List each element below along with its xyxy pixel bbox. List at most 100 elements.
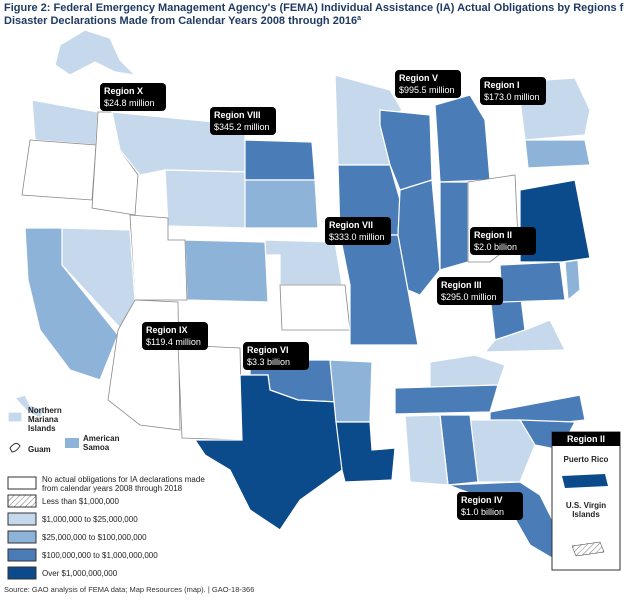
region-box: [470, 227, 536, 255]
legend-line: from calendar years 2008 through 2018: [42, 484, 183, 493]
region-name: Region IV: [461, 495, 503, 505]
region-box: [457, 492, 523, 520]
region-box: [480, 77, 546, 105]
region-name: Region II: [474, 230, 512, 240]
legend-swatch: [7, 548, 37, 562]
state: [434, 94, 491, 183]
state: [439, 181, 469, 271]
inset-title: Region II: [567, 434, 605, 444]
region-amount: $119.4 million: [146, 337, 201, 347]
inset-header: [552, 432, 620, 446]
legend-swatch: [7, 566, 37, 580]
state: [483, 319, 566, 353]
territory-label: Northern Mariana Islands: [28, 406, 62, 433]
territory-line: Mariana: [28, 415, 59, 424]
region-labels: Region X $24.8 million Region VIII $345.2 m…: [100, 70, 546, 520]
legend-swatch: [7, 530, 37, 544]
territory-box: [7, 411, 23, 423]
state: [469, 419, 536, 483]
title-line: Figure 2: Federal Emergency Management A…: [4, 2, 624, 14]
region-amount: $2.0 billion: [474, 242, 517, 252]
state: [335, 421, 396, 483]
state: [31, 99, 99, 146]
title-line: Disaster Declarations Made from Calendar…: [4, 15, 361, 27]
state: [329, 359, 373, 423]
region-name: Region III: [441, 280, 482, 290]
region-name: Region VIII: [214, 110, 261, 120]
region-amount: $24.8 million: [104, 98, 155, 108]
legend-label: Over $1,000,000,000: [42, 569, 118, 578]
legend-label: Less than $1,000,000: [42, 497, 120, 506]
territory-name: Northern Mariana Islands: [28, 406, 62, 433]
title-note: a: [357, 15, 361, 22]
state: [564, 259, 581, 302]
title-text: Disaster Declarations Made from Calendar…: [4, 15, 357, 27]
legend-label: $1,000,000 to $25,000,000: [42, 515, 138, 524]
territory-label: Guam: [28, 445, 51, 454]
state: [499, 261, 566, 303]
territory-line: Northern: [28, 406, 62, 415]
state: [129, 214, 188, 301]
region-box: [395, 70, 461, 98]
source: Source: GAO analysis of FEMA data; Map R…: [4, 585, 254, 594]
state: [397, 179, 441, 296]
legend-label: $100,000,000 to $1,000,000,000: [42, 551, 158, 560]
region-name: Region V: [399, 73, 438, 83]
legend-swatch: [7, 494, 37, 508]
state: [164, 169, 246, 229]
puerto-rico-shape: [562, 474, 608, 488]
region-amount: $173.0 million: [484, 92, 540, 102]
region-amount: $345.2 million: [214, 122, 270, 132]
state: [524, 139, 591, 169]
legend-label: No actual obligations for IA declaration…: [42, 475, 205, 493]
region-name: Region VI: [247, 345, 289, 355]
region-name: Region I: [484, 80, 520, 90]
us-map: [13, 29, 591, 559]
region-box: [325, 217, 391, 245]
region-amount: $3.3 billion: [247, 357, 290, 367]
state: [177, 344, 243, 441]
legend-line: No actual obligations for IA declaration…: [42, 475, 205, 484]
inset-line: Islands: [572, 510, 600, 519]
state: [21, 139, 97, 201]
state: [264, 239, 343, 286]
state: [184, 239, 269, 303]
legend-swatch: [7, 512, 37, 526]
territory-label: American Samoa: [83, 434, 120, 452]
virgin-islands-shape: [571, 541, 605, 557]
legend: No actual obligations for IA declaration…: [7, 475, 205, 580]
territory-line: Islands: [28, 424, 56, 433]
region-box: [243, 342, 309, 370]
region-box: [437, 277, 503, 305]
state: [193, 374, 343, 531]
region-name: Region VII: [329, 220, 373, 230]
region-amount: $995.5 million: [399, 85, 455, 95]
state: [244, 179, 319, 229]
legend-swatch: [7, 476, 37, 490]
inset-line: U.S. Virgin: [566, 501, 606, 510]
inset-label: U.S. Virgin Islands: [566, 501, 606, 519]
legend-label: $25,000,000 to $100,000,000: [42, 533, 147, 542]
territory-line: American: [83, 434, 120, 443]
state: [404, 414, 449, 486]
state: [54, 29, 137, 76]
region-name: Region X: [104, 86, 143, 96]
state: [24, 227, 119, 381]
territory-box: [65, 438, 79, 448]
state: [244, 139, 316, 181]
region-box: [210, 107, 276, 135]
region-box: [100, 83, 166, 111]
region-amount: $295.0 million: [441, 292, 497, 302]
region-box: [142, 322, 208, 350]
state: [394, 384, 499, 415]
guam-icon: [9, 442, 21, 453]
territory-line: Samoa: [83, 443, 110, 452]
inset-label: Puerto Rico: [564, 455, 609, 464]
region-amount: $333.0 million: [329, 232, 385, 242]
region-amount: $1.0 billion: [461, 507, 504, 517]
region-name: Region IX: [146, 325, 188, 335]
state: [279, 284, 351, 331]
state: [429, 354, 506, 389]
state: [13, 394, 45, 419]
